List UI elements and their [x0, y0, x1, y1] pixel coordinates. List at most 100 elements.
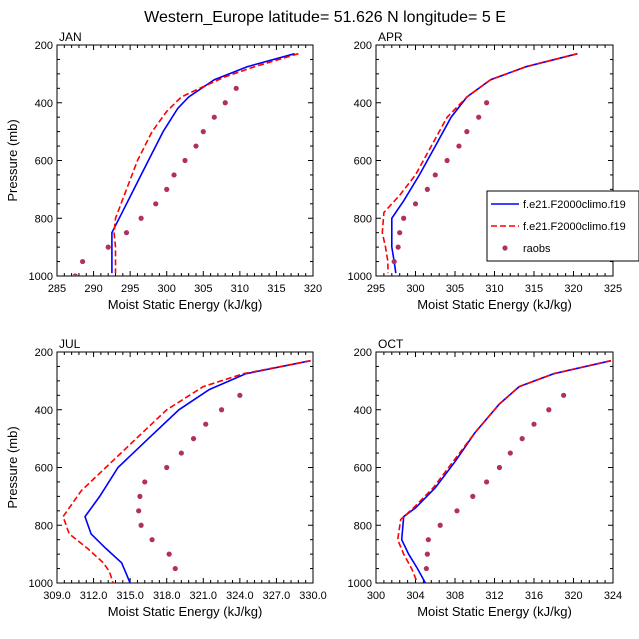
x-tick-label: 304 — [406, 590, 424, 602]
raobs-point — [454, 508, 460, 514]
raobs-point — [222, 100, 228, 106]
raobs-point — [484, 479, 490, 485]
raobs-point — [391, 258, 397, 265]
raobs-point — [561, 392, 567, 398]
raobs-point — [437, 522, 443, 528]
raobs-point — [200, 129, 206, 135]
raobs-point — [123, 230, 130, 236]
raobs-point — [182, 157, 188, 164]
x-tick-label: 300 — [367, 590, 385, 602]
raobs-point — [237, 392, 243, 398]
x-tick-label: 309.0 — [43, 590, 71, 602]
raobs-point — [72, 273, 78, 276]
x-axis-label: Moist Static Energy (kJ/kg) — [108, 604, 263, 619]
raobs-point — [546, 407, 552, 413]
panel-jan: JAN 285 290 295 300 305 310 315 320 200 400 600 800 1… — [5, 30, 322, 312]
x-tick-label: 327.0 — [263, 590, 291, 602]
raobs-point — [142, 479, 148, 485]
raobs-point — [137, 493, 143, 499]
data-area — [396, 359, 612, 583]
plot-frame — [375, 351, 614, 584]
raobs-point — [164, 464, 170, 471]
raobs-point — [218, 407, 225, 413]
raobs-point — [401, 215, 407, 221]
y-tick-label: 600 — [35, 463, 53, 475]
raobs-point — [531, 421, 537, 427]
raobs-point — [507, 450, 513, 456]
raobs-point — [136, 508, 142, 514]
series-line-dashed — [396, 359, 612, 583]
x-tick-label: 321.0 — [190, 590, 218, 602]
x-tick-label: 305 — [194, 283, 212, 295]
raobs-point — [424, 551, 430, 557]
y-tick-label: 800 — [354, 213, 372, 225]
legend-marker — [502, 245, 508, 251]
panel-title: JAN — [59, 30, 82, 44]
legend-label: raobs — [523, 243, 551, 255]
raobs-point — [105, 244, 111, 250]
raobs-point — [444, 157, 450, 164]
panel-title: OCT — [378, 337, 404, 351]
raobs-point — [138, 522, 144, 528]
panel-title: JUL — [59, 337, 81, 351]
x-tick-label: 310 — [231, 283, 249, 295]
x-tick-label: 316 — [525, 590, 543, 602]
raobs-point — [80, 258, 86, 265]
panels: JAN 285 290 295 300 305 310 315 320 200 400 600 800 1… — [5, 30, 622, 619]
raobs-point — [166, 551, 172, 557]
raobs-point — [211, 114, 217, 120]
x-tick-label: 285 — [48, 283, 66, 295]
y-tick-label: 800 — [35, 213, 53, 225]
figure-title: Western_Europe latitude= 51.626 N longit… — [144, 9, 506, 26]
raobs-point — [456, 143, 462, 149]
series-line-solid — [111, 52, 295, 274]
y-axis-label: Pressure (mb) — [5, 426, 20, 508]
raobs-point — [164, 186, 170, 192]
x-axis-label: Moist Static Energy (kJ/kg) — [417, 297, 572, 312]
x-tick-label: 290 — [84, 283, 102, 295]
raobs-point — [425, 537, 431, 543]
y-tick-label: 1000 — [29, 578, 53, 590]
raobs-point — [171, 172, 177, 178]
y-tick-label: 1000 — [348, 271, 372, 283]
x-tick-label: 315.0 — [116, 590, 144, 602]
x-tick-label: 325 — [604, 283, 622, 295]
raobs-point — [149, 537, 155, 543]
x-tick-label: 300 — [158, 283, 176, 295]
y-tick-label: 1000 — [348, 578, 372, 590]
raobs-point — [190, 436, 197, 442]
y-tick-label: 600 — [354, 463, 372, 475]
x-tick-label: 324 — [604, 590, 622, 602]
plot-frame — [56, 351, 314, 584]
raobs-point — [153, 201, 159, 207]
raobs-point — [178, 450, 184, 456]
raobs-point — [203, 421, 209, 427]
data-area — [72, 52, 299, 276]
raobs-point — [470, 493, 476, 499]
legend-label: f.e21.F2000climo.f19 — [523, 199, 626, 211]
series-line-dashed — [62, 359, 311, 583]
raobs-point — [233, 85, 239, 91]
series-line-solid — [84, 359, 311, 583]
x-tick-label: 315 — [267, 283, 285, 295]
panel-title: APR — [378, 30, 403, 44]
x-tick-label: 315 — [525, 283, 543, 295]
y-tick-label: 400 — [35, 405, 53, 417]
y-tick-label: 800 — [354, 520, 372, 532]
x-tick-label: 308 — [446, 590, 464, 602]
raobs-point — [432, 172, 438, 178]
x-axis-label: Moist Static Energy (kJ/kg) — [417, 604, 572, 619]
x-tick-label: 318.0 — [153, 590, 181, 602]
x-tick-label: 320 — [564, 590, 582, 602]
y-tick-label: 200 — [35, 347, 53, 359]
y-tick-label: 600 — [35, 156, 53, 168]
raobs-point — [519, 436, 525, 442]
y-tick-label: 200 — [354, 40, 372, 52]
raobs-point — [172, 565, 178, 572]
x-tick-label: 330.0 — [299, 590, 327, 602]
x-tick-label: 324.0 — [226, 590, 254, 602]
raobs-point — [476, 114, 482, 120]
legend: f.e21.F2000climo.f19 f.e21.F2000climo.f19… — [486, 190, 639, 262]
raobs-point — [496, 464, 503, 471]
